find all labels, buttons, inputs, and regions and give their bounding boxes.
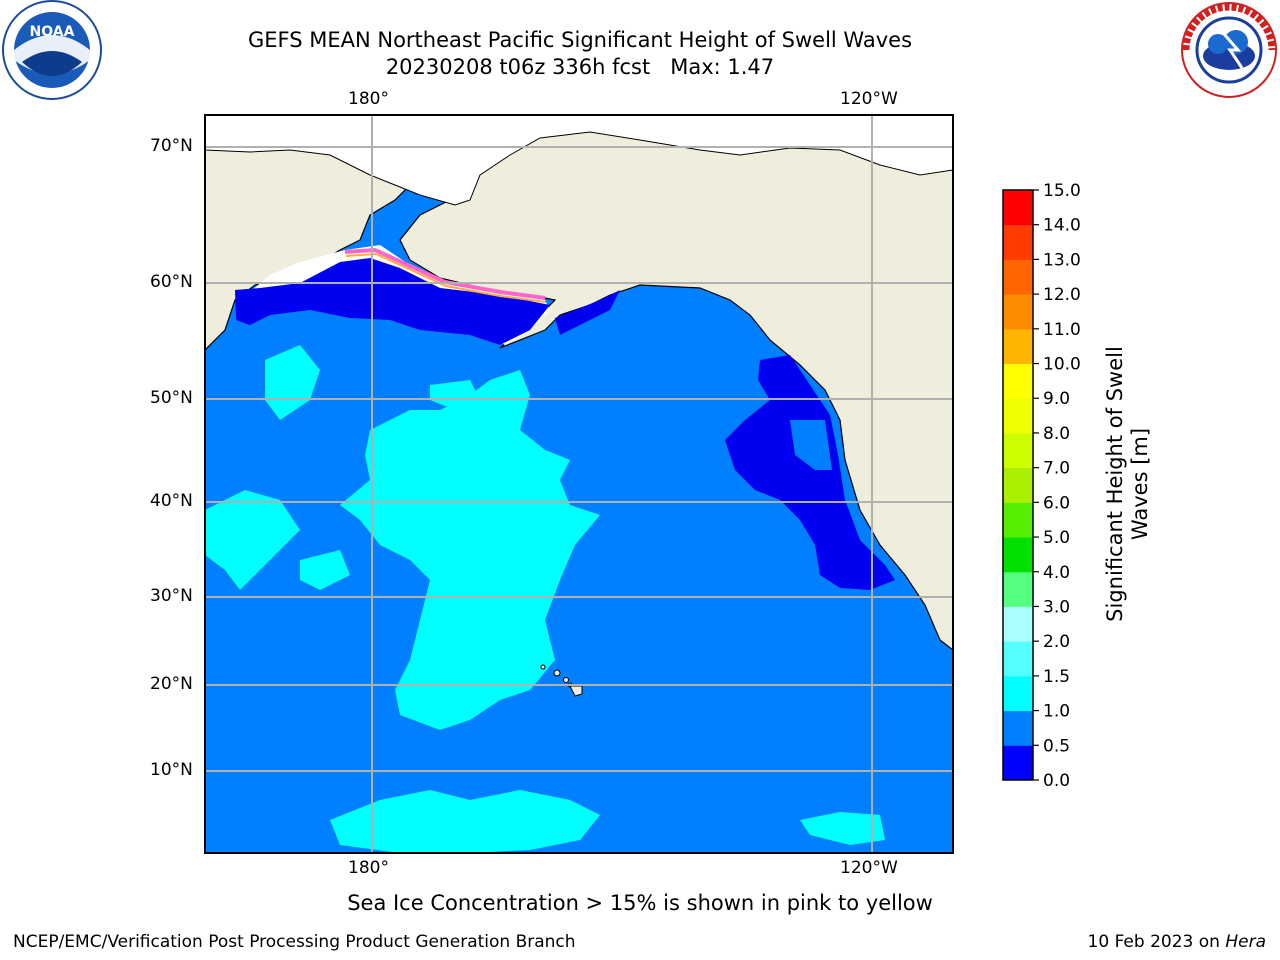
colorbar: 0.0 0.5 1.0 1.5 2.0 3.0 4.0 5.0 6.0 7.0 8.0 9.0 10.0… bbox=[1002, 181, 1081, 791]
lon-label-bottom-180: 180° bbox=[348, 858, 389, 878]
colorbar-label-line1: Significant Height of Swell bbox=[1103, 346, 1127, 622]
lat-label-20n: 20°N bbox=[150, 674, 193, 694]
colorbar-segment bbox=[1003, 328, 1033, 365]
lon-label-bottom-120w: 120°W bbox=[840, 858, 898, 878]
lat-label-10n: 10°N bbox=[150, 760, 193, 780]
colorbar-segment bbox=[1003, 467, 1033, 503]
mid-swell-central bbox=[340, 370, 600, 730]
footer-host: Hera bbox=[1225, 932, 1266, 952]
noaa-logo-icon: NOAA bbox=[2, 0, 102, 100]
colorbar-tick-label: 2.0 bbox=[1043, 632, 1070, 652]
lat-label-40n: 40°N bbox=[150, 491, 193, 511]
lat-label-50n: 50°N bbox=[150, 388, 193, 408]
hawaii-islands bbox=[540, 664, 583, 697]
colorbar-segment bbox=[1003, 432, 1033, 469]
colorbar-tick-label: 4.0 bbox=[1043, 563, 1070, 583]
colorbar-tick-label: 0.0 bbox=[1043, 771, 1070, 791]
colorbar-segment bbox=[1003, 641, 1033, 677]
lat-label-70n: 70°N bbox=[150, 136, 193, 156]
colorbar-tick-label: 7.0 bbox=[1043, 459, 1070, 479]
footer-left: NCEP/EMC/Verification Post Processing Pr… bbox=[13, 932, 576, 952]
colorbar-segment bbox=[1003, 537, 1033, 573]
chart-title: GEFS MEAN Northeast Pacific Significant … bbox=[247, 28, 913, 52]
sea-ice-note: Sea Ice Concentration > 15% is shown in … bbox=[347, 891, 933, 915]
map-frame bbox=[204, 114, 954, 854]
colorbar-tick-label: 0.5 bbox=[1043, 736, 1070, 756]
colorbar-segment bbox=[1003, 190, 1033, 226]
footer-right: 10 Feb 2023 on Hera bbox=[1088, 932, 1266, 952]
colorbar-segment bbox=[1003, 294, 1033, 330]
mid-swell-south bbox=[330, 790, 600, 853]
sea-ice-edge bbox=[344, 247, 546, 300]
colorbar-segment bbox=[1003, 363, 1033, 399]
nws-logo-icon bbox=[1181, 2, 1277, 98]
low-swell-west-coast bbox=[725, 355, 895, 590]
colorbar-tick-label: 12.0 bbox=[1043, 285, 1081, 305]
colorbar-tick-label: 15.0 bbox=[1043, 181, 1081, 201]
colorbar-tick-label: 1.0 bbox=[1043, 702, 1070, 722]
colorbar-tick-label: 1.5 bbox=[1043, 667, 1070, 687]
colorbar-tick-label: 13.0 bbox=[1043, 250, 1081, 270]
lat-label-30n: 30°N bbox=[150, 586, 193, 606]
colorbar-segment bbox=[1003, 710, 1033, 746]
colorbar-segment bbox=[1003, 745, 1033, 781]
chart-subtitle: 20230208 t06z 336h fcst Max: 1.47 bbox=[385, 55, 775, 79]
colorbar-tick-label: 14.0 bbox=[1043, 216, 1081, 236]
colorbar-segment bbox=[1003, 675, 1033, 712]
graticule bbox=[205, 115, 953, 853]
colorbar-segment bbox=[1003, 606, 1033, 642]
lon-label-top-180: 180° bbox=[348, 89, 389, 109]
noaa-logo: NOAA bbox=[0, 0, 104, 104]
colorbar-tick-label: 10.0 bbox=[1043, 355, 1081, 375]
colorbar-segment bbox=[1003, 571, 1033, 607]
colorbar-tick-label: 11.0 bbox=[1043, 320, 1081, 340]
colorbar-segment bbox=[1003, 398, 1033, 434]
low-swell-gulf bbox=[555, 290, 620, 335]
noaa-logo-text: NOAA bbox=[30, 24, 75, 40]
colorbar-tick-label: 8.0 bbox=[1043, 424, 1070, 444]
colorbar-tick-label: 5.0 bbox=[1043, 528, 1070, 548]
colorbar-tick-label: 3.0 bbox=[1043, 597, 1070, 617]
colorbar-tick-label: 6.0 bbox=[1043, 493, 1070, 513]
colorbar-frame bbox=[1002, 189, 1034, 781]
nws-logo bbox=[1178, 0, 1280, 100]
colorbar-segment bbox=[1003, 224, 1033, 260]
colorbar-segment bbox=[1003, 259, 1033, 295]
low-swell-bering bbox=[235, 258, 550, 345]
lon-label-top-120w: 120°W bbox=[840, 89, 898, 109]
colorbar-label-line2: Waves [m] bbox=[1128, 427, 1152, 541]
colorbar-tick-label: 9.0 bbox=[1043, 389, 1070, 409]
colorbar-segment bbox=[1003, 502, 1033, 538]
lat-label-60n: 60°N bbox=[150, 272, 193, 292]
footer-date: 10 Feb 2023 on bbox=[1087, 932, 1226, 952]
